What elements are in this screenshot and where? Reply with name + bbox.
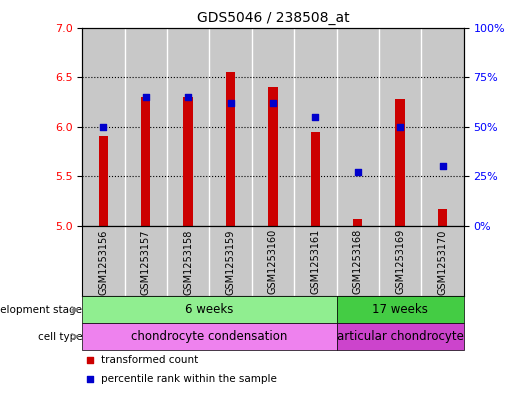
Title: GDS5046 / 238508_at: GDS5046 / 238508_at [197, 11, 349, 25]
Point [226, 100, 235, 106]
Point [85, 357, 94, 363]
Bar [167, 28, 209, 226]
Bar [395, 99, 405, 226]
Text: GSM1253160: GSM1253160 [268, 229, 278, 294]
Text: percentile rank within the sample: percentile rank within the sample [101, 375, 277, 384]
Point [269, 100, 277, 106]
Bar [226, 72, 235, 226]
Bar [438, 209, 447, 226]
Point [311, 114, 320, 120]
Point [184, 94, 192, 100]
Bar [252, 28, 294, 226]
Text: cell type: cell type [38, 332, 82, 342]
Bar [311, 132, 320, 226]
Bar [183, 97, 193, 226]
Point [85, 376, 94, 382]
Text: GSM1253159: GSM1253159 [226, 229, 235, 294]
Bar [125, 28, 167, 226]
Bar [294, 28, 337, 226]
Text: GSM1253168: GSM1253168 [353, 229, 363, 294]
Text: 6 weeks: 6 weeks [185, 303, 234, 316]
Text: GSM1253157: GSM1253157 [141, 229, 151, 295]
Text: GSM1253158: GSM1253158 [183, 229, 193, 294]
Point [354, 169, 362, 175]
Text: articular chondrocyte: articular chondrocyte [337, 330, 464, 343]
Bar [141, 97, 151, 226]
Bar [82, 323, 337, 350]
Text: GSM1253161: GSM1253161 [311, 229, 320, 294]
Bar [337, 296, 464, 323]
Point [142, 94, 150, 100]
Text: development stage: development stage [0, 305, 82, 315]
Text: GSM1253169: GSM1253169 [395, 229, 405, 294]
Bar [337, 323, 464, 350]
Text: GSM1253170: GSM1253170 [438, 229, 447, 294]
Bar [421, 28, 464, 226]
Bar [379, 28, 421, 226]
Bar [209, 28, 252, 226]
Point [396, 123, 404, 130]
Point [438, 163, 447, 169]
Bar [82, 296, 337, 323]
Point [99, 123, 108, 130]
Bar [99, 136, 108, 226]
Bar [82, 28, 125, 226]
Bar [268, 87, 278, 226]
Bar [353, 219, 363, 226]
Text: transformed count: transformed count [101, 355, 198, 365]
Text: chondrocyte condensation: chondrocyte condensation [131, 330, 288, 343]
Text: GSM1253156: GSM1253156 [99, 229, 108, 294]
Bar [337, 28, 379, 226]
Text: 17 weeks: 17 weeks [372, 303, 428, 316]
